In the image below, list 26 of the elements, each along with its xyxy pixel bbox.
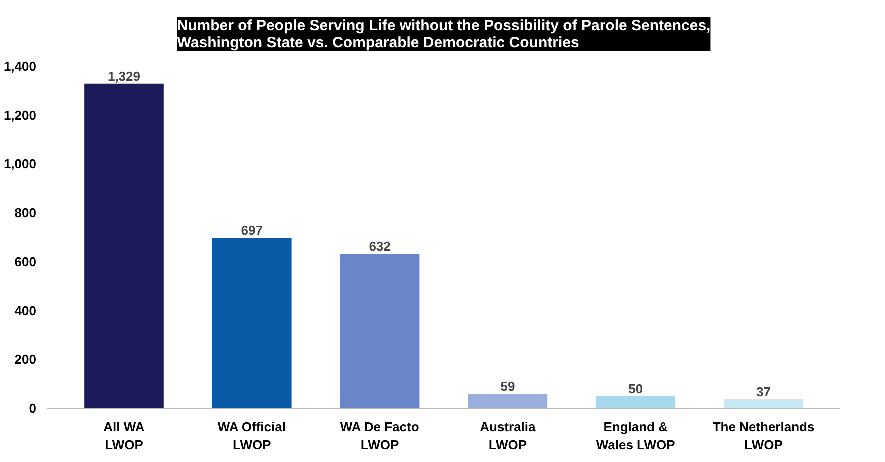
data-label: 37 [756, 384, 771, 400]
data-label: 697 [241, 223, 264, 238]
bar [212, 238, 292, 408]
y-tick-label: 200 [14, 352, 37, 368]
x-tick-label: The Netherlands LWOP [712, 420, 815, 452]
x-tick-label: WA De Facto LWOP [340, 420, 420, 452]
y-tick-label: 800 [14, 206, 37, 221]
x-tick-label: England & Wales LWOP [596, 420, 676, 452]
bar [468, 394, 548, 408]
bar [596, 396, 676, 408]
y-tick-label: 1,400 [4, 59, 37, 74]
bar [340, 254, 420, 408]
bar [724, 399, 804, 408]
y-tick-label: 0 [29, 401, 37, 416]
data-label: 50 [628, 381, 644, 396]
data-label: 632 [369, 239, 391, 254]
x-tick-label: WA Official LWOP [218, 420, 286, 452]
y-tick-label: 1,000 [4, 156, 37, 172]
x-tick-label: All WA LWOP [104, 420, 146, 452]
data-label: 59 [500, 379, 516, 394]
data-label: 1,329 [108, 68, 141, 84]
y-tick-label: 1,200 [4, 108, 37, 123]
y-tick-label: 600 [14, 254, 37, 270]
bar [84, 84, 164, 408]
y-tick-label: 400 [14, 303, 37, 318]
x-tick-label: Australia LWOP [480, 420, 537, 452]
